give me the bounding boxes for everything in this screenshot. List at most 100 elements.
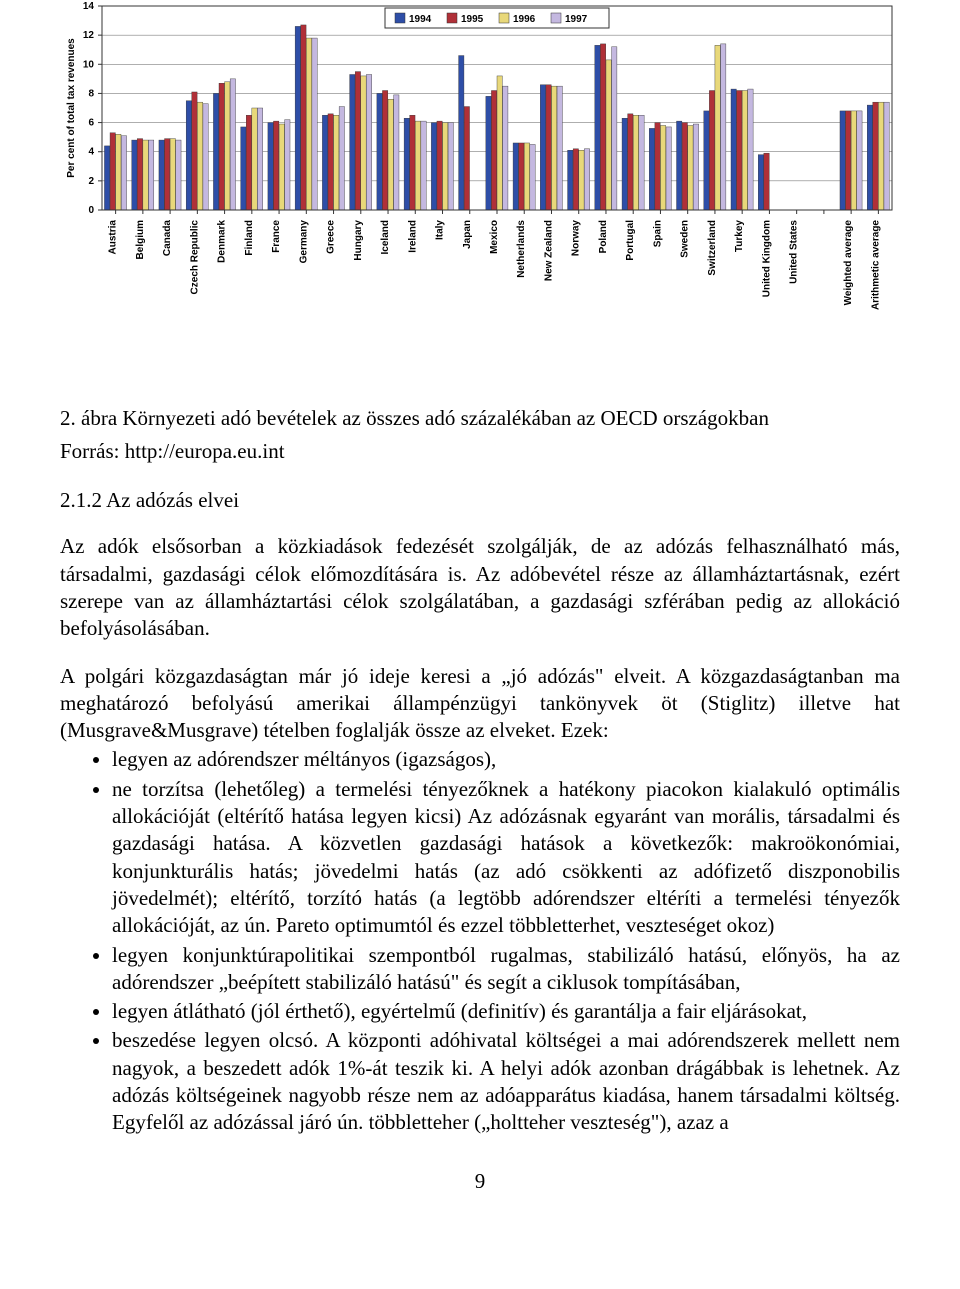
svg-text:Turkey: Turkey: [734, 220, 745, 252]
svg-text:Hungary: Hungary: [353, 220, 364, 261]
bar: [742, 91, 747, 210]
bar: [443, 123, 448, 210]
svg-text:Denmark: Denmark: [217, 220, 228, 263]
bar: [197, 102, 202, 210]
paragraph-2-lead: A polgári közgazdaságtan már jó ideje ke…: [60, 663, 900, 745]
svg-text:Mexico: Mexico: [489, 220, 500, 254]
bar: [186, 101, 191, 210]
bar: [633, 115, 638, 210]
bar: [203, 104, 208, 210]
bar: [709, 91, 714, 210]
bar: [846, 111, 851, 210]
bar-chart: 02468101214Per cent of total tax revenue…: [60, 0, 900, 380]
svg-text:Poland: Poland: [598, 220, 609, 253]
bar: [355, 72, 360, 210]
bar: [415, 121, 420, 210]
section-heading: 2.1.2 Az adózás elvei: [60, 488, 900, 513]
svg-text:Portugal: Portugal: [625, 220, 636, 261]
bar: [857, 111, 862, 210]
bullet-item: legyen átlátható (jól érthető), egyértel…: [112, 998, 900, 1025]
bar: [377, 93, 382, 210]
bar: [143, 140, 148, 210]
svg-text:8: 8: [88, 88, 94, 99]
bar: [421, 121, 426, 210]
bar: [491, 91, 496, 210]
bar: [350, 74, 355, 210]
bar: [121, 136, 126, 210]
bar: [361, 76, 366, 210]
svg-text:Canada: Canada: [162, 220, 173, 257]
bullet-item: legyen konjunktúrapolitikai szempontból …: [112, 942, 900, 997]
svg-text:Japan: Japan: [462, 220, 473, 249]
bar: [285, 120, 290, 210]
bar: [334, 115, 339, 210]
svg-text:2: 2: [88, 176, 94, 187]
svg-text:6: 6: [88, 118, 94, 129]
bar: [530, 144, 535, 210]
bar: [404, 118, 409, 210]
legend-label: 1997: [565, 14, 588, 25]
svg-text:Per cent of total tax revenues: Per cent of total tax revenues: [66, 38, 77, 178]
bar: [241, 127, 246, 210]
bar: [568, 150, 573, 210]
svg-text:Spain: Spain: [652, 220, 663, 247]
bar: [459, 56, 464, 210]
bar: [497, 76, 502, 210]
bar: [132, 140, 137, 210]
bar: [584, 149, 589, 210]
bar: [104, 146, 109, 210]
bar: [540, 85, 545, 210]
bar: [410, 115, 415, 210]
bar: [612, 47, 617, 210]
legend-swatch: [395, 13, 405, 23]
bar: [758, 155, 763, 210]
bar: [165, 139, 170, 210]
bullet-item: beszedése legyen olcsó. A központi adóhi…: [112, 1027, 900, 1136]
bar: [116, 134, 121, 210]
bar: [873, 102, 878, 210]
bar: [176, 140, 181, 210]
bar: [693, 124, 698, 210]
bar: [878, 102, 883, 210]
bar: [851, 111, 856, 210]
chart-container: 02468101214Per cent of total tax revenue…: [60, 0, 900, 380]
bar: [110, 133, 115, 210]
figure-caption: 2. ábra Környezeti adó bevételek az össz…: [60, 404, 900, 433]
svg-text:Ireland: Ireland: [407, 220, 418, 253]
svg-text:Greece: Greece: [326, 220, 337, 254]
bar: [867, 105, 872, 210]
bar: [639, 115, 644, 210]
bar: [437, 121, 442, 210]
bar: [486, 96, 491, 210]
bar: [382, 91, 387, 210]
legend-label: 1995: [461, 14, 484, 25]
bar: [268, 123, 273, 210]
bar: [394, 95, 399, 210]
bar: [312, 38, 317, 210]
bar: [219, 83, 224, 210]
bar: [148, 140, 153, 210]
svg-text:10: 10: [83, 59, 95, 70]
bullet-list: legyen az adórendszer méltányos (igazság…: [60, 746, 900, 1136]
legend-label: 1994: [409, 14, 432, 25]
bar: [225, 82, 230, 210]
svg-text:12: 12: [83, 30, 95, 41]
bar: [519, 143, 524, 210]
bar: [246, 115, 251, 210]
svg-text:Switzerland: Switzerland: [707, 220, 718, 276]
bar: [279, 124, 284, 210]
bar: [213, 93, 218, 210]
svg-text:Norway: Norway: [571, 220, 582, 257]
bar: [339, 107, 344, 210]
bar: [557, 86, 562, 210]
bar: [192, 92, 197, 210]
bar: [606, 60, 611, 210]
bar: [252, 108, 257, 210]
bar: [137, 139, 142, 210]
bar: [600, 44, 605, 210]
bar: [579, 150, 584, 210]
bar: [884, 102, 889, 210]
bar: [840, 111, 845, 210]
bar: [388, 99, 393, 210]
bar: [273, 121, 278, 210]
